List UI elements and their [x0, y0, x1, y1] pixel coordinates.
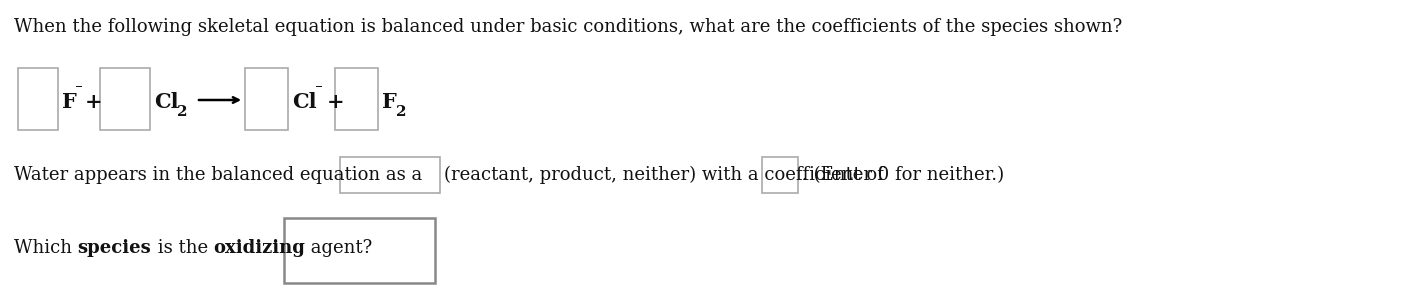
- Text: oxidizing: oxidizing: [213, 239, 305, 257]
- Text: is the: is the: [152, 239, 213, 257]
- Text: Water appears in the balanced equation as a: Water appears in the balanced equation a…: [14, 166, 423, 184]
- Text: +: +: [328, 92, 345, 112]
- Text: F: F: [62, 92, 77, 112]
- Text: Cl: Cl: [155, 92, 179, 112]
- Text: When the following skeletal equation is balanced under basic conditions, what ar: When the following skeletal equation is …: [14, 18, 1122, 36]
- Text: . (Enter 0 for neither.): . (Enter 0 for neither.): [803, 166, 1004, 184]
- Text: 2: 2: [177, 105, 187, 119]
- Bar: [284, 218, 435, 283]
- Bar: [335, 68, 379, 130]
- Bar: [761, 157, 798, 193]
- Text: ⁻: ⁻: [75, 83, 84, 97]
- Text: (reactant, product, neither) with a coefficient of: (reactant, product, neither) with a coef…: [444, 166, 883, 184]
- Text: species: species: [78, 239, 152, 257]
- Text: agent?: agent?: [305, 239, 373, 257]
- Bar: [101, 68, 150, 130]
- Bar: [18, 68, 58, 130]
- Bar: [340, 157, 440, 193]
- Text: 2: 2: [396, 105, 407, 119]
- Text: ⁻: ⁻: [315, 83, 323, 97]
- Text: Which: Which: [14, 239, 78, 257]
- Text: Cl: Cl: [292, 92, 316, 112]
- Text: F: F: [381, 92, 397, 112]
- Bar: [245, 68, 288, 130]
- Text: +: +: [85, 92, 102, 112]
